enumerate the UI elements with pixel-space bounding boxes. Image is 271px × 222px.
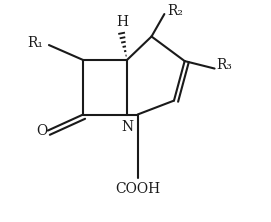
Text: H: H xyxy=(117,16,129,30)
Text: R₂: R₂ xyxy=(167,4,183,18)
Text: N: N xyxy=(121,120,133,134)
Text: COOH: COOH xyxy=(115,182,160,196)
Text: O: O xyxy=(36,123,47,138)
Text: R₃: R₃ xyxy=(217,58,233,72)
Text: R₁: R₁ xyxy=(28,36,44,50)
